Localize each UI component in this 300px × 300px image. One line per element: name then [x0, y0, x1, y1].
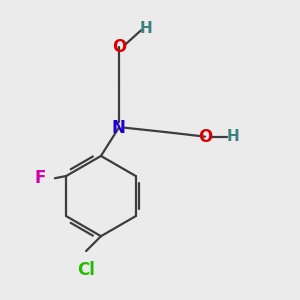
Text: F: F	[34, 169, 46, 187]
Text: H: H	[139, 21, 152, 36]
Text: O: O	[112, 38, 126, 56]
Text: H: H	[227, 129, 240, 144]
Text: Cl: Cl	[77, 261, 95, 279]
Text: N: N	[112, 119, 126, 137]
Text: O: O	[198, 128, 212, 146]
